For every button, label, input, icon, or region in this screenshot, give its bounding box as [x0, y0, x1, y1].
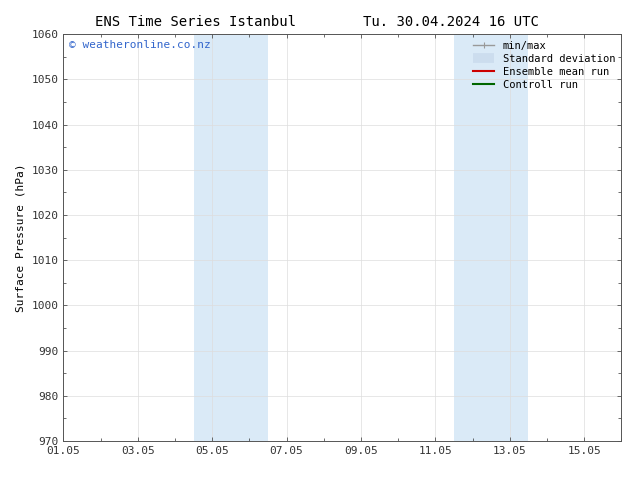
Legend: min/max, Standard deviation, Ensemble mean run, Controll run: min/max, Standard deviation, Ensemble me… [469, 36, 619, 94]
Text: ENS Time Series Istanbul        Tu. 30.04.2024 16 UTC: ENS Time Series Istanbul Tu. 30.04.2024 … [95, 15, 539, 29]
Text: © weatheronline.co.nz: © weatheronline.co.nz [69, 40, 210, 50]
Y-axis label: Surface Pressure (hPa): Surface Pressure (hPa) [16, 163, 26, 312]
Bar [454, 34, 528, 441]
Bar [193, 34, 268, 441]
